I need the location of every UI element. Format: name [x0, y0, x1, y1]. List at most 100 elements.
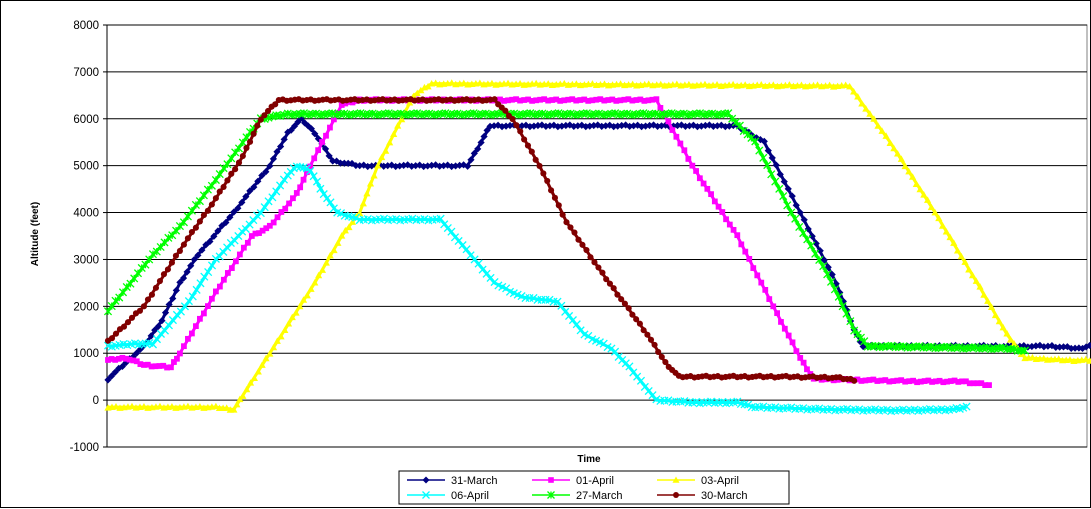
data-point	[986, 382, 992, 388]
data-point	[128, 402, 136, 410]
data-point	[474, 259, 483, 268]
data-point	[866, 110, 874, 117]
data-point	[555, 202, 562, 209]
data-point	[122, 359, 130, 367]
data-point	[172, 252, 179, 259]
data-point	[160, 326, 169, 335]
data-point	[578, 121, 586, 129]
data-point	[779, 192, 788, 201]
data-point	[677, 140, 684, 147]
y-tick-label: 7000	[73, 67, 99, 79]
data-point	[554, 123, 562, 131]
data-point	[161, 309, 170, 317]
data-point	[824, 263, 832, 271]
data-point	[792, 201, 800, 209]
data-point	[318, 266, 327, 273]
data-point	[614, 122, 622, 130]
data-point	[141, 362, 147, 368]
data-point	[300, 176, 307, 183]
legend-item: 30-March	[657, 490, 747, 502]
data-point	[704, 185, 711, 192]
data-point	[311, 279, 319, 286]
data-point	[370, 172, 378, 179]
data-point	[920, 191, 928, 198]
data-point	[774, 310, 780, 317]
data-point	[303, 291, 311, 299]
data-point	[593, 96, 600, 103]
data-point	[232, 166, 239, 173]
data-point	[189, 330, 195, 337]
data-point	[277, 332, 285, 340]
data-point	[708, 191, 714, 198]
data-point	[537, 96, 544, 103]
data-point	[154, 322, 162, 331]
data-point	[830, 285, 839, 294]
data-point	[874, 122, 882, 129]
data-point	[823, 270, 832, 279]
data-point	[424, 162, 432, 170]
data-point	[272, 187, 281, 196]
data-point	[176, 307, 185, 316]
y-tick-label: 0	[93, 395, 99, 407]
data-point	[965, 266, 973, 273]
data-point	[769, 81, 777, 88]
data-point	[238, 227, 247, 236]
data-point	[820, 256, 828, 264]
data-point	[246, 187, 254, 195]
legend-marker	[672, 476, 680, 483]
data-point	[842, 309, 851, 318]
data-point	[517, 128, 524, 135]
data-point	[214, 227, 222, 235]
data-point	[226, 213, 234, 221]
data-point	[269, 155, 278, 163]
data-point	[759, 153, 768, 162]
data-point	[717, 121, 725, 129]
data-point	[878, 377, 885, 384]
data-point	[104, 376, 112, 384]
data-point	[188, 228, 195, 236]
data-point	[532, 79, 540, 87]
data-point	[685, 80, 693, 88]
data-point	[180, 302, 189, 311]
data-point	[733, 397, 742, 406]
data-point	[813, 81, 822, 88]
data-point	[160, 362, 167, 369]
data-point	[548, 187, 555, 194]
data-point	[259, 227, 266, 234]
data-point	[164, 233, 173, 242]
data-point	[797, 355, 804, 361]
data-point	[629, 97, 636, 104]
data-point	[788, 192, 796, 200]
data-point	[152, 335, 162, 344]
data-point	[258, 171, 266, 180]
data-point	[770, 303, 777, 310]
data-point	[625, 362, 634, 371]
data-point	[168, 402, 176, 410]
data-point	[284, 128, 292, 136]
data-point	[882, 132, 890, 139]
data-point	[763, 161, 772, 170]
data-point	[207, 261, 217, 270]
data-point	[757, 81, 765, 88]
data-point	[144, 296, 152, 303]
data-point	[787, 208, 796, 217]
data-point	[148, 340, 158, 349]
data-point	[315, 147, 322, 154]
data-point	[105, 357, 111, 363]
data-point	[126, 356, 133, 363]
data-point	[1013, 346, 1022, 355]
data-point	[599, 269, 606, 276]
data-point	[610, 285, 617, 292]
data-point	[448, 162, 456, 171]
data-point	[372, 161, 380, 169]
data-point	[544, 177, 551, 184]
data-point	[299, 296, 308, 303]
data-point	[685, 156, 692, 162]
data-point	[591, 259, 598, 266]
data-point	[239, 392, 247, 399]
data-point	[846, 317, 855, 326]
data-point	[946, 233, 954, 241]
data-point	[854, 93, 862, 100]
data-point	[625, 96, 632, 103]
legend-item: 27-March	[532, 490, 622, 502]
